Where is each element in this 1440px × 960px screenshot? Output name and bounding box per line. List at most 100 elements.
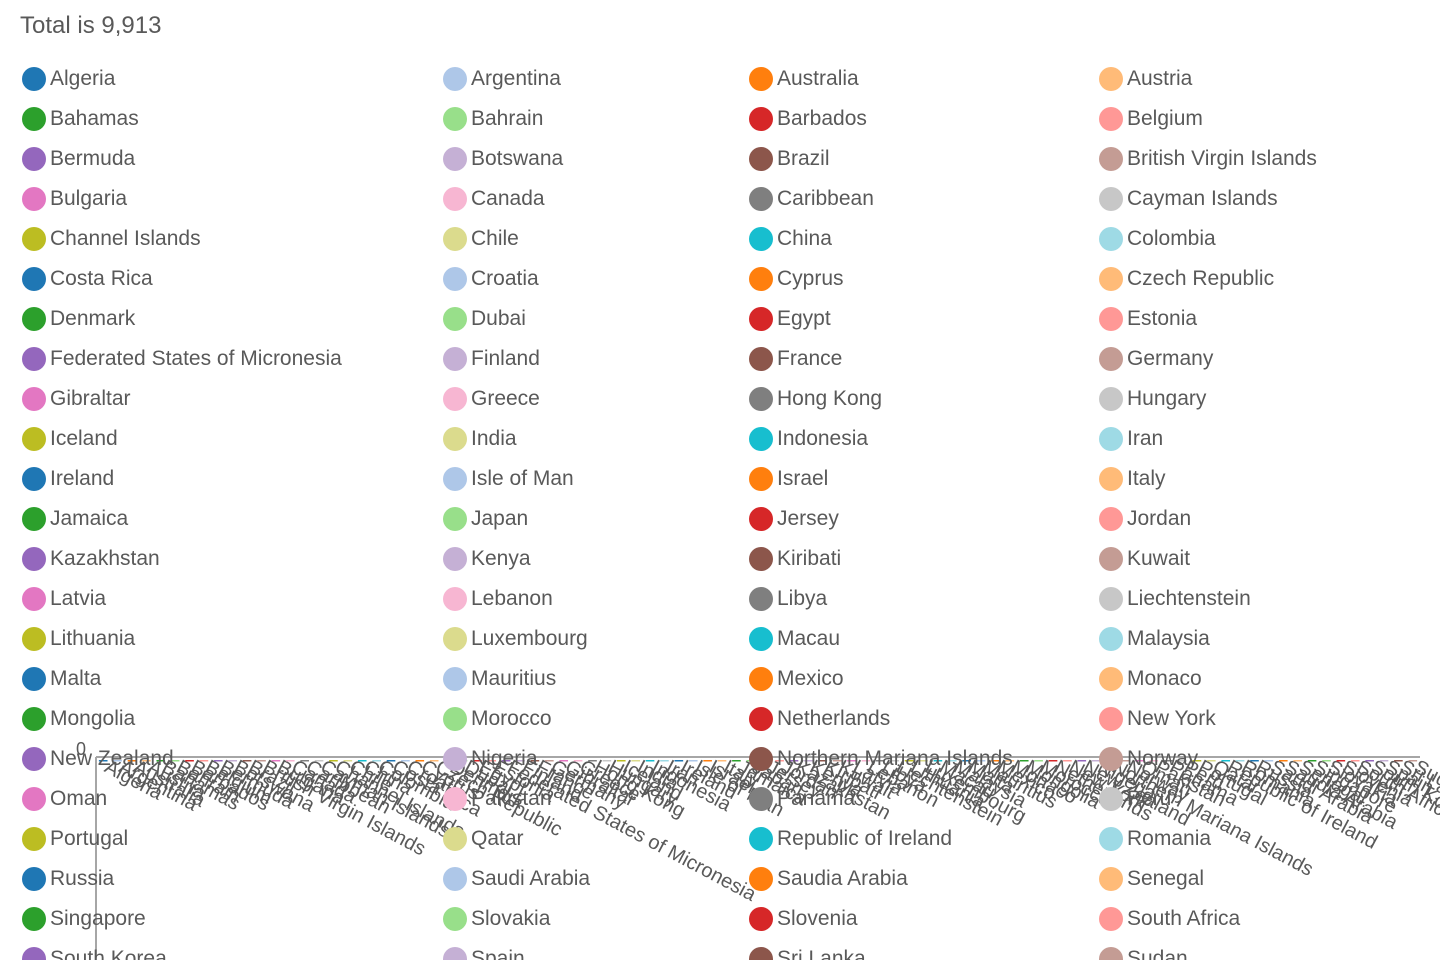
bar-brazil[interactable] [242,760,252,762]
bar-spain[interactable] [1379,760,1389,762]
bar-cayman-islands[interactable] [314,760,324,762]
bar-qatar[interactable] [1207,760,1216,762]
bar-mexico[interactable] [991,760,1000,762]
legend-item-argentina[interactable]: Argentina [443,64,561,94]
bar-egypt[interactable] [473,760,482,762]
bar-bermuda[interactable] [214,760,223,762]
legend-item-liechtenstein[interactable]: Liechtenstein [1099,584,1251,614]
bar-kiribati[interactable] [818,760,828,762]
bar-saudia-arabia[interactable] [1278,760,1288,762]
bar-monaco[interactable] [1005,760,1015,762]
legend-item-saudi-arabia[interactable]: Saudi Arabia [443,864,590,894]
legend-item-italy[interactable]: Italy [1099,464,1166,494]
legend-item-northern-mariana-islands[interactable]: Northern Mariana Islands [749,744,1013,774]
legend-item-egypt[interactable]: Egypt [749,304,831,334]
bar-greece[interactable] [573,760,583,762]
bar-isle-of-man[interactable] [688,760,698,762]
bar-china[interactable] [357,760,367,762]
legend-item-kuwait[interactable]: Kuwait [1099,544,1190,574]
bar-russia[interactable] [1250,760,1259,762]
legend-item-denmark[interactable]: Denmark [22,304,135,334]
legend-item-peru[interactable]: Peru [1099,784,1171,814]
legend-item-saudia-arabia[interactable]: Saudia Arabia [749,864,908,894]
legend-item-costa-rica[interactable]: Costa Rica [22,264,153,294]
legend-item-malta[interactable]: Malta [22,664,101,694]
bar-sri-lanka[interactable] [1394,760,1403,762]
legend-item-south-korea[interactable]: South Korea [22,944,167,960]
bar-india[interactable] [631,760,640,762]
legend-item-hungary[interactable]: Hungary [1099,384,1206,414]
bar-israel[interactable] [703,760,712,762]
bar-new-york[interactable] [1063,760,1072,762]
bar-belgium[interactable] [199,760,209,762]
legend-item-singapore[interactable]: Singapore [22,904,146,934]
legend-item-bahrain[interactable]: Bahrain [443,104,543,134]
bar-south-korea[interactable] [1365,760,1374,762]
legend-item-south-africa[interactable]: South Africa [1099,904,1240,934]
bar-morocco[interactable] [1034,760,1043,762]
legend-item-new-york[interactable]: New York [1099,704,1216,734]
bar-iceland[interactable] [616,760,626,762]
legend-item-isle-of-man[interactable]: Isle of Man [443,464,574,494]
bar-bahrain[interactable] [170,760,180,762]
bar-sudan[interactable] [1408,760,1418,762]
bar-croatia[interactable] [401,760,410,762]
legend-item-qatar[interactable]: Qatar [443,824,524,854]
bar-south-africa[interactable] [1350,760,1360,762]
legend-item-nigeria[interactable]: Nigeria [443,744,538,774]
legend-item-senegal[interactable]: Senegal [1099,864,1204,894]
bar-saudi-arabia[interactable] [1264,760,1274,762]
legend-item-czech-republic[interactable]: Czech Republic [1099,264,1274,294]
legend-item-latvia[interactable]: Latvia [22,584,106,614]
legend-item-portugal[interactable]: Portugal [22,824,128,854]
bar-norway[interactable] [1120,760,1130,762]
legend-item-algeria[interactable]: Algeria [22,64,115,94]
bar-pakistan[interactable] [1149,760,1159,762]
legend-item-australia[interactable]: Australia [749,64,859,94]
legend-item-bulgaria[interactable]: Bulgaria [22,184,127,214]
bar-panama[interactable] [1163,760,1173,762]
legend-item-panama[interactable]: Panama [749,784,855,814]
bar-botswana[interactable] [228,760,238,762]
legend-item-finland[interactable]: Finland [443,344,540,374]
legend-item-barbados[interactable]: Barbados [749,104,867,134]
bar-gibraltar[interactable] [559,760,569,762]
bar-latvia[interactable] [847,760,856,762]
bar-peru[interactable] [1178,760,1187,762]
bar-indonesia[interactable] [645,760,655,762]
legend-item-macau[interactable]: Macau [749,624,840,654]
bar-kuwait[interactable] [832,760,842,762]
legend-item-jamaica[interactable]: Jamaica [22,504,128,534]
legend-item-austria[interactable]: Austria [1099,64,1192,94]
legend-item-malaysia[interactable]: Malaysia [1099,624,1210,654]
bar-kazakhstan[interactable] [789,760,799,762]
legend-item-cyprus[interactable]: Cyprus [749,264,844,294]
bar-cyprus[interactable] [415,760,425,762]
legend-item-germany[interactable]: Germany [1099,344,1213,374]
legend-item-federated-states-of-micronesia[interactable]: Federated States of Micronesia [22,344,342,374]
bar-libya[interactable] [876,760,885,762]
bar-oman[interactable] [1135,760,1144,762]
bar-netherlands[interactable] [1048,760,1058,762]
bar-argentina[interactable] [113,760,122,762]
bar-jamaica[interactable] [732,760,741,762]
bar-algeria[interactable] [98,760,108,762]
bar-malta[interactable] [962,760,971,762]
legend-item-norway[interactable]: Norway [1099,744,1198,774]
bar-channel-islands[interactable] [329,760,338,762]
bar-estonia[interactable] [487,760,497,762]
legend-item-lebanon[interactable]: Lebanon [443,584,553,614]
legend-item-mexico[interactable]: Mexico [749,664,844,694]
bar-austria[interactable] [142,760,151,762]
legend-item-netherlands[interactable]: Netherlands [749,704,890,734]
bar-canada[interactable] [285,760,295,762]
legend-item-sudan[interactable]: Sudan [1099,944,1188,960]
bar-jordan[interactable] [775,760,784,762]
legend-item-estonia[interactable]: Estonia [1099,304,1197,334]
bar-mauritius[interactable] [976,760,986,762]
bar-colombia[interactable] [372,760,381,762]
legend-item-cayman-islands[interactable]: Cayman Islands [1099,184,1278,214]
legend-item-british-virgin-islands[interactable]: British Virgin Islands [1099,144,1317,174]
legend-item-jordan[interactable]: Jordan [1099,504,1191,534]
legend-item-canada[interactable]: Canada [443,184,545,214]
